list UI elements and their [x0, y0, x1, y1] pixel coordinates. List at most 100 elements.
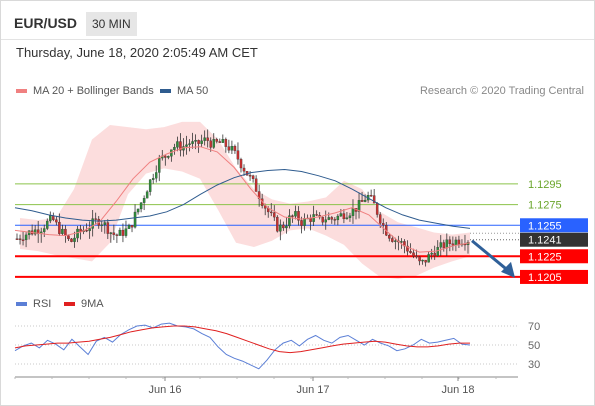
rsi-tick-50: 50: [528, 340, 540, 352]
candle-body: [127, 225, 131, 229]
candle-body: [76, 228, 79, 239]
candle-body: [167, 156, 170, 158]
candle-body: [324, 219, 327, 223]
candle-body: [282, 224, 285, 229]
9ma-swatch: [64, 302, 75, 306]
candle-body: [109, 232, 113, 234]
level-label-1.1255: 1.1255: [528, 220, 562, 232]
candle-body: [309, 217, 312, 222]
candle-body: [242, 167, 246, 172]
candle-body: [388, 235, 391, 239]
candle-body: [133, 211, 137, 228]
rsi-tick-30: 30: [528, 359, 540, 371]
candle-body: [394, 240, 397, 242]
ma50-swatch: [160, 89, 171, 93]
candle-body: [230, 145, 234, 151]
candle-body: [185, 144, 188, 147]
candle-body: [221, 139, 225, 143]
candle-body: [94, 218, 97, 220]
candle-body: [378, 214, 382, 224]
candle-body: [418, 256, 421, 262]
timeframe-badge[interactable]: 30 MIN: [86, 12, 137, 36]
candle-body: [124, 228, 128, 236]
candle-body: [357, 200, 361, 212]
legend-label-rsi: RSI: [33, 298, 52, 310]
level-label-1.1225: 1.1225: [528, 251, 562, 263]
candle-body: [194, 140, 197, 142]
current-price-label: 1.1241: [528, 235, 562, 247]
candle-body: [42, 228, 46, 233]
legend-label-ma50: MA 50: [177, 85, 209, 97]
candle-body: [188, 143, 191, 145]
candle-body: [321, 216, 324, 223]
candle-body: [158, 157, 161, 173]
level-label-1.1275: 1.1275: [528, 200, 562, 212]
ma20-swatch: [16, 89, 27, 93]
candle-body: [212, 139, 215, 148]
candle-body: [369, 195, 373, 197]
9ma-line: [14, 325, 470, 354]
candle-body: [345, 217, 349, 220]
chart-header: EUR/USD 30 MIN: [1, 1, 594, 40]
candle-body: [21, 239, 25, 241]
candle-body: [139, 202, 143, 210]
candle-body: [248, 175, 252, 177]
instrument-symbol: EUR/USD: [14, 15, 78, 31]
candles: [15, 129, 470, 267]
candle-body: [333, 219, 337, 221]
candle-body: [151, 178, 155, 180]
candle-body: [276, 216, 279, 232]
candle-body: [427, 254, 430, 263]
legend-label-ma20: MA 20 + Bollinger Bands: [33, 85, 154, 97]
candle-body: [451, 243, 455, 246]
candle-body: [218, 141, 222, 143]
candle-body: [254, 178, 258, 192]
level-tag-1.1225: [520, 249, 588, 264]
candle-body: [233, 145, 237, 151]
x-tick-label: Jun 16: [148, 384, 181, 396]
candle-body: [273, 212, 276, 218]
level-tag-1.1255: [520, 218, 588, 233]
candle-body: [300, 220, 303, 226]
candle-body: [372, 195, 376, 204]
candle-body: [121, 229, 125, 236]
candle-body: [49, 215, 52, 222]
candle-body: [67, 235, 70, 240]
forecast-arrow-shaft: [471, 239, 507, 270]
candle-body: [239, 159, 243, 169]
candle-body: [103, 222, 107, 225]
candle-body: [236, 150, 240, 160]
candle-body: [224, 139, 228, 147]
candle-body: [263, 205, 267, 209]
candle-body: [33, 229, 37, 235]
candle-body: [148, 179, 152, 192]
candle-body: [112, 232, 116, 235]
candle-body: [391, 238, 394, 242]
candle-body: [436, 247, 439, 257]
candle-body: [106, 222, 110, 234]
candle-body: [100, 224, 104, 226]
candle-body: [415, 255, 418, 258]
candle-body: [115, 234, 119, 236]
candle-body: [164, 155, 167, 158]
legend-9ma: 9MA: [64, 298, 104, 310]
candle-body: [457, 239, 461, 245]
level-tag-1.1205: [520, 269, 588, 284]
candle-body: [412, 252, 415, 257]
candle-body: [375, 203, 379, 215]
candle-body: [136, 208, 140, 213]
candle-body: [270, 211, 273, 214]
candle-body: [421, 259, 424, 262]
candle-body: [191, 141, 194, 144]
candle-body: [85, 230, 88, 232]
rsi-tick-70: 70: [528, 321, 540, 333]
candle-body: [342, 213, 346, 220]
level-label-1.1205: 1.1205: [528, 272, 562, 284]
candle-body: [91, 218, 94, 229]
candle-body: [46, 220, 49, 229]
candle-body: [439, 242, 443, 248]
candle-body: [36, 229, 40, 235]
candle-body: [64, 228, 67, 236]
legend-rsi: RSI: [16, 298, 51, 310]
